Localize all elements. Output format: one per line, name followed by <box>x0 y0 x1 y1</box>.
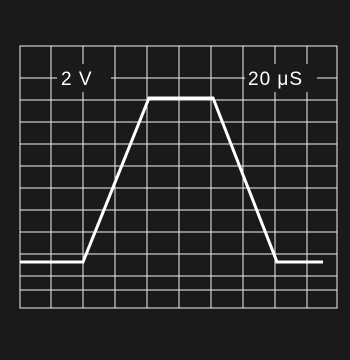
time-per-div-label: 20 μS <box>248 69 303 90</box>
graticule-grid <box>20 46 337 308</box>
graticule-frame <box>19 45 338 309</box>
waveform-trace <box>20 96 323 264</box>
volts-label-background <box>57 64 111 92</box>
time-label-background <box>245 64 317 92</box>
volts-per-div-label: 2 V <box>61 69 93 90</box>
